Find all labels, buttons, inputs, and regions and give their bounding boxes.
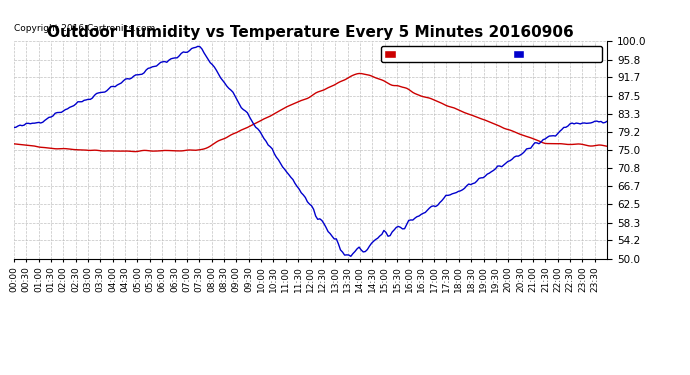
Title: Outdoor Humidity vs Temperature Every 5 Minutes 20160906: Outdoor Humidity vs Temperature Every 5 … <box>47 25 574 40</box>
Text: Copyright 2016 Cartronics.com: Copyright 2016 Cartronics.com <box>14 24 155 33</box>
Legend: Temperature (°F), Humidity (%): Temperature (°F), Humidity (%) <box>382 46 602 62</box>
